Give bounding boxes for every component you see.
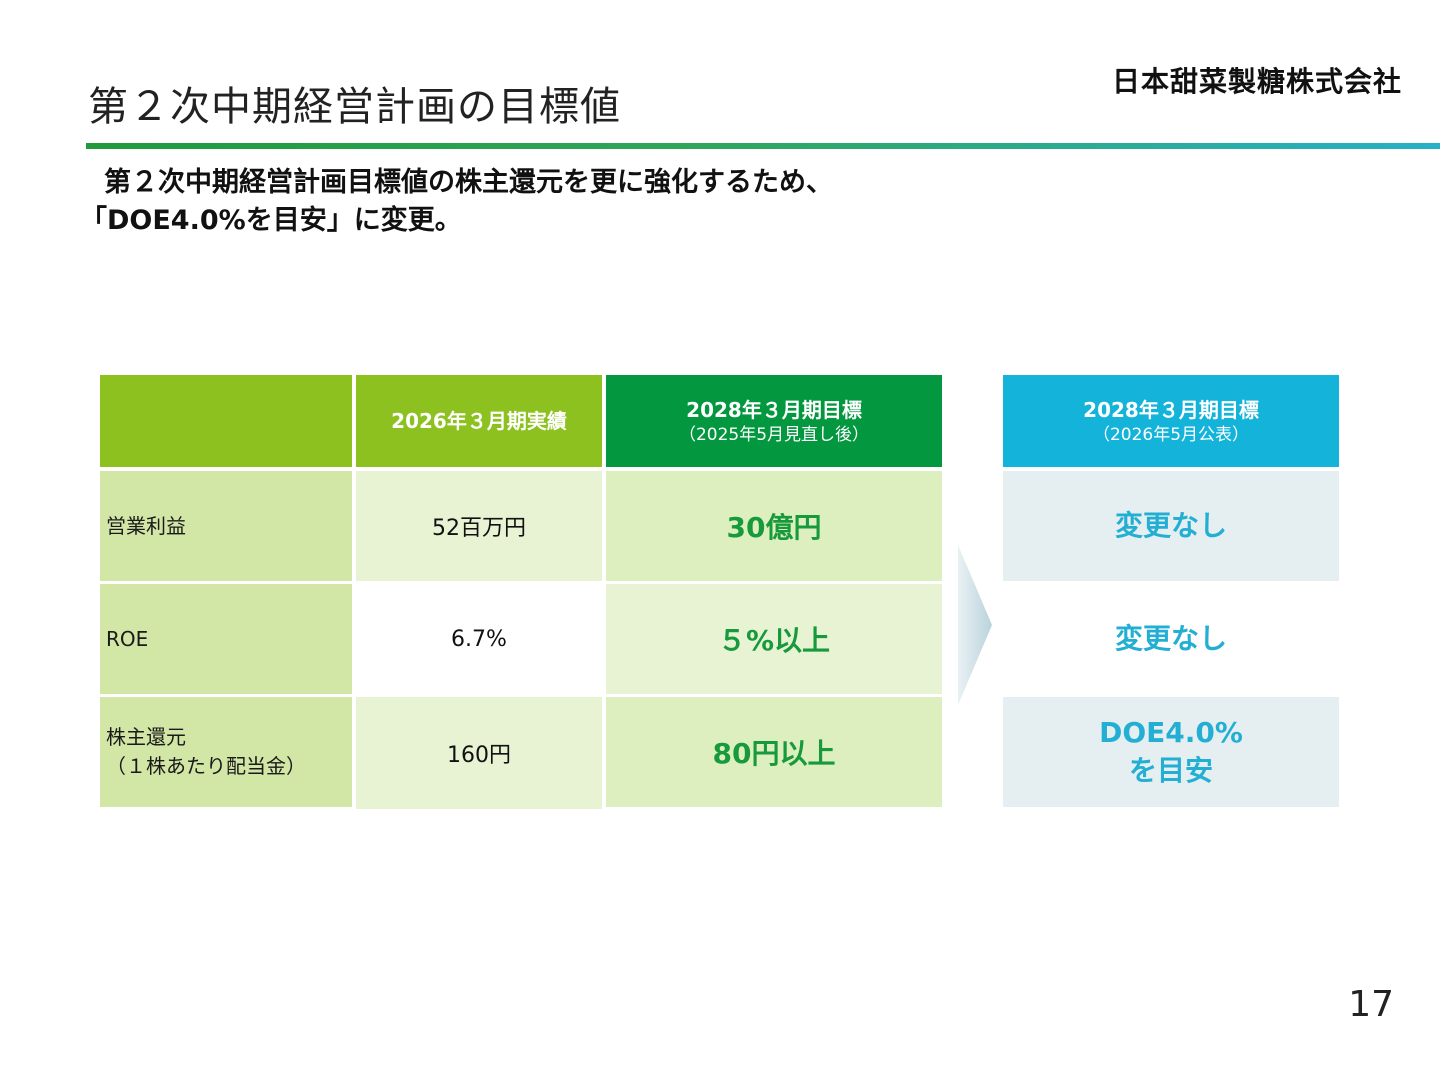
lead-line-2: 「DOE4.0%を目安」に変更。 [80,205,462,236]
header-actual: 2026年３月期実績 [356,375,602,467]
actual-shareholder-return: 160円 [356,697,602,809]
actual-roe: 6.7% [356,584,602,694]
lead-text: 第２次中期経営計画目標値の株主還元を更に強化するため、 「DOE4.0%を目安」… [80,164,833,240]
target-operating-income: 30億円 [606,471,942,581]
actual-operating-income: 52百万円 [356,471,602,581]
header-target-label: 2028年３月期目標 [686,398,862,422]
header-target-note: （2025年5月見直し後） [678,425,870,445]
target-shareholder-return: 80円以上 [606,697,942,807]
row-label-roe: ROE [100,584,352,694]
row-label-operating-income: 営業利益 [100,471,352,581]
header-new: 2028年３月期目標 （2026年5月公表） [1003,375,1339,467]
company-logo: 日本甜菜製糖株式会社 [1111,65,1402,98]
right-arrow-icon [958,545,992,705]
page-title: 第２次中期経営計画の目標値 [88,84,621,130]
row-label-shareholder-return: 株主還元 （１株あたり配当金） [100,697,352,807]
header-actual-label: 2026年３月期実績 [391,409,567,433]
lead-line-1: 第２次中期経営計画目標値の株主還元を更に強化するため、 [104,167,833,198]
new-operating-income: 変更なし [1003,471,1339,581]
target-roe: ５%以上 [606,584,942,694]
header-new-note: （2026年5月公表） [1092,425,1250,445]
header-new-label: 2028年３月期目標 [1083,398,1259,422]
new-roe: 変更なし [1003,584,1339,694]
header-empty-cell [100,375,352,467]
page-number: 17 [1348,984,1394,1025]
header-target: 2028年３月期目標 （2025年5月見直し後） [606,375,942,467]
title-divider [86,143,1440,149]
new-shareholder-return: DOE4.0% を目安 [1003,697,1339,807]
